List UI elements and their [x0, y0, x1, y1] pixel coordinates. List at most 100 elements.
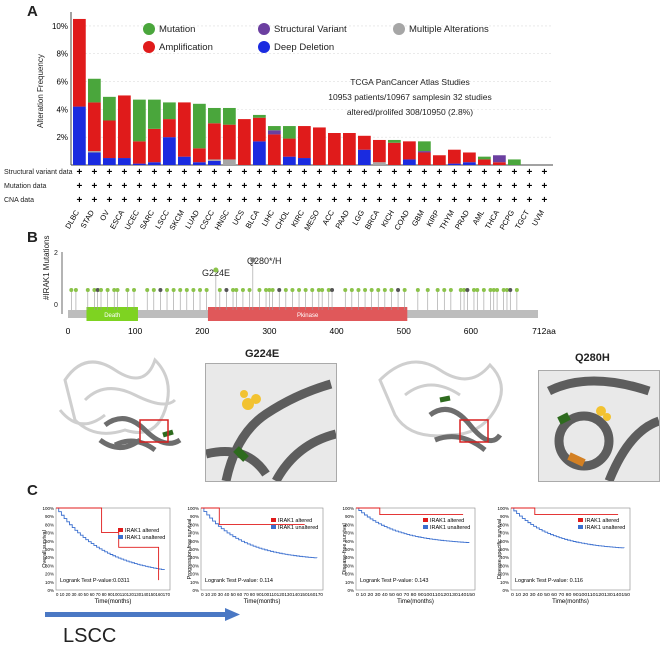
zoom-g224e-render — [206, 364, 336, 481]
data-marker: + — [271, 167, 277, 178]
data-marker: + — [91, 195, 97, 206]
legend-label-amplification: Amplification — [159, 41, 213, 53]
lollipop-head — [326, 288, 331, 292]
lollipop-head — [267, 288, 272, 292]
row-label-cna: CNA data — [4, 197, 34, 204]
data-marker: + — [376, 167, 382, 178]
km-legend-label: IRAK1 altered — [585, 518, 619, 524]
km-y-tick: 80% — [45, 522, 54, 527]
km-pvalue-1: Logrank Test P-value: 0.114 — [205, 578, 273, 584]
data-marker: + — [271, 181, 277, 192]
km-y-tick: 20% — [45, 572, 54, 577]
bar-blca-mutation — [253, 114, 266, 118]
km-legend-swatch — [271, 525, 276, 529]
lollipop-head — [303, 288, 308, 292]
lscc-label: LSCC — [63, 625, 117, 647]
data-marker: + — [241, 181, 247, 192]
bar-pcpg-mutation — [508, 159, 521, 165]
y-tick-label: 4% — [56, 105, 68, 114]
km-y-tick: 60% — [500, 539, 509, 544]
data-marker: + — [496, 181, 502, 192]
lollipop-head — [204, 288, 209, 292]
data-marker: + — [241, 195, 247, 206]
data-marker: + — [406, 167, 412, 178]
lollipop-head — [402, 288, 407, 292]
data-marker: + — [226, 181, 232, 192]
lollipop-head — [224, 288, 229, 292]
bar-gbm-structural-variant — [418, 151, 431, 153]
km-y-tick: 20% — [190, 572, 199, 577]
bar-coad-deep-deletion — [403, 159, 416, 165]
data-marker: + — [166, 167, 172, 178]
data-marker: + — [346, 195, 352, 206]
lollipop-head — [349, 288, 354, 292]
protein-structure-left-1 — [45, 340, 200, 470]
km-y-tick: 70% — [500, 531, 509, 536]
km-y-tick: 100% — [342, 506, 354, 511]
lollipop-head — [132, 288, 137, 292]
bar-kich-mutation — [388, 139, 401, 143]
km-x-ticks-3: 0 10 20 30 40 50 60 70 80 90100110120130… — [511, 592, 631, 597]
bar-gbm-mutation — [418, 141, 431, 152]
panel-letter-c: C — [27, 482, 38, 499]
data-marker: + — [196, 181, 202, 192]
lollipop-head-highlight — [213, 267, 219, 273]
legend-label-multiple-alterations: Multiple Alterations — [409, 23, 489, 35]
legend-multiple-alterations: Multiple Alterations — [393, 23, 489, 35]
data-marker: + — [211, 181, 217, 192]
data-marker: + — [451, 167, 457, 178]
bar-stad-multiple-alterations — [88, 151, 101, 153]
legend-label-mutation: Mutation — [159, 23, 196, 35]
bar-hnsc-amplification — [223, 124, 236, 160]
bar-blca-amplification — [253, 117, 266, 142]
legend-dot-structural-variant — [258, 23, 270, 35]
data-marker: + — [421, 167, 427, 178]
km-y-tick: 100% — [187, 506, 199, 511]
lollipop-x-tick: 200 — [195, 326, 209, 336]
legend-dot-amplification — [143, 41, 155, 53]
lollipop-head — [95, 288, 100, 292]
data-marker: + — [121, 167, 127, 178]
y-tick-label: 6% — [56, 78, 68, 87]
bar-stad-amplification — [88, 102, 101, 152]
km-pvalue-2: Logrank Test P-value: 0.143 — [360, 578, 428, 584]
data-marker: + — [286, 167, 292, 178]
km-ylabel-1: Progression-free survival — [187, 519, 193, 580]
bar-aml-amplification — [478, 159, 491, 165]
legend-label-deep-deletion: Deep Deletion — [274, 41, 335, 53]
data-marker: + — [76, 195, 82, 206]
lollipop-head — [471, 288, 476, 292]
data-marker: + — [481, 167, 487, 178]
bar-stad-deep-deletion — [88, 152, 101, 165]
data-marker: + — [526, 181, 532, 192]
bar-cscc-deep-deletion — [208, 160, 221, 165]
lollipop-head — [231, 288, 236, 292]
km-legend-swatch — [118, 528, 123, 532]
bar-stad-mutation — [88, 78, 101, 103]
zoom-q280h-render — [539, 371, 659, 481]
lollipop-head — [257, 288, 262, 292]
data-marker: + — [76, 181, 82, 192]
legend-dot-mutation — [143, 23, 155, 35]
y-tick-label: 8% — [56, 50, 68, 59]
km-legend-swatch — [578, 518, 583, 522]
km-curve-unaltered-3 — [511, 507, 625, 549]
km-x-ticks-1: 0 10 20 30 40 50 60 70 80 90100110120130… — [201, 592, 324, 597]
y-tick-label: 10% — [52, 22, 68, 31]
bar-coad-amplification — [403, 141, 416, 160]
km-y-tick: 10% — [190, 580, 199, 585]
data-marker: + — [106, 167, 112, 178]
data-marker: + — [106, 195, 112, 206]
data-marker: + — [511, 181, 517, 192]
bar-cscc-multiple-alterations — [208, 159, 221, 161]
data-marker: + — [196, 195, 202, 206]
bar-skcm-deep-deletion — [178, 156, 191, 165]
data-marker: + — [376, 195, 382, 206]
data-marker: + — [211, 195, 217, 206]
bar-brca-multiple-alterations — [373, 162, 386, 165]
lollipop-head — [488, 288, 493, 292]
km-legend-swatch — [423, 518, 428, 522]
bar-thym-deep-deletion — [448, 163, 461, 165]
bar-luad-deep-deletion — [193, 162, 206, 165]
bar-meso-amplification — [313, 127, 326, 165]
